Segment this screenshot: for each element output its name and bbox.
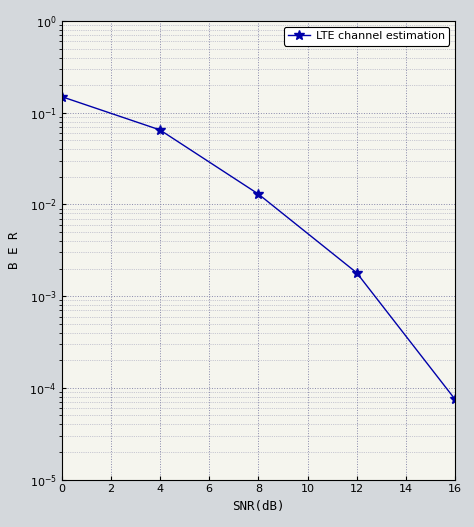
Legend: LTE channel estimation: LTE channel estimation [284, 27, 449, 45]
LTE channel estimation [255, 191, 261, 197]
Line: LTE channel estimation: LTE channel estimation [57, 92, 460, 404]
LTE channel estimation [452, 396, 458, 403]
LTE channel estimation [354, 270, 359, 276]
LTE channel estimation [59, 93, 64, 100]
X-axis label: SNR(dB): SNR(dB) [232, 500, 284, 513]
LTE channel estimation [157, 127, 163, 133]
Y-axis label: B E R: B E R [8, 231, 21, 269]
